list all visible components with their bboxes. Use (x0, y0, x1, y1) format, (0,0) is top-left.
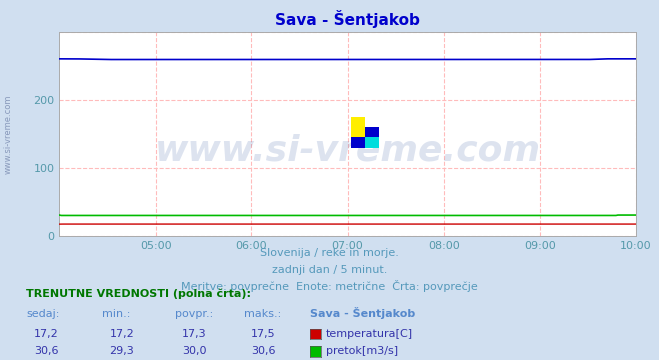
Text: 29,3: 29,3 (109, 346, 134, 356)
Text: povpr.:: povpr.: (175, 309, 213, 319)
Text: Meritve: povprečne  Enote: metrične  Črta: povprečje: Meritve: povprečne Enote: metrične Črta:… (181, 280, 478, 292)
Text: 30,6: 30,6 (251, 346, 276, 356)
Text: maks.:: maks.: (244, 309, 281, 319)
Text: 17,2: 17,2 (34, 329, 59, 339)
Bar (351, 117, 365, 138)
Text: Sava - Šentjakob: Sava - Šentjakob (310, 307, 415, 319)
Text: temperatura[C]: temperatura[C] (326, 329, 413, 339)
Text: 17,2: 17,2 (109, 329, 134, 339)
Title: Sava - Šentjakob: Sava - Šentjakob (275, 10, 420, 28)
Text: zadnji dan / 5 minut.: zadnji dan / 5 minut. (272, 265, 387, 275)
Bar (351, 138, 365, 148)
Bar (365, 127, 380, 138)
Text: Slovenija / reke in morje.: Slovenija / reke in morje. (260, 248, 399, 258)
Text: pretok[m3/s]: pretok[m3/s] (326, 346, 398, 356)
Bar (365, 127, 380, 148)
Text: 30,6: 30,6 (34, 346, 59, 356)
Text: 17,3: 17,3 (182, 329, 207, 339)
Text: www.si-vreme.com: www.si-vreme.com (155, 133, 540, 167)
Text: 30,0: 30,0 (182, 346, 207, 356)
Text: min.:: min.: (102, 309, 130, 319)
Text: TRENUTNE VREDNOSTI (polna črta):: TRENUTNE VREDNOSTI (polna črta): (26, 288, 251, 299)
Text: sedaj:: sedaj: (26, 309, 60, 319)
Text: www.si-vreme.com: www.si-vreme.com (4, 94, 13, 174)
Text: 17,5: 17,5 (251, 329, 276, 339)
